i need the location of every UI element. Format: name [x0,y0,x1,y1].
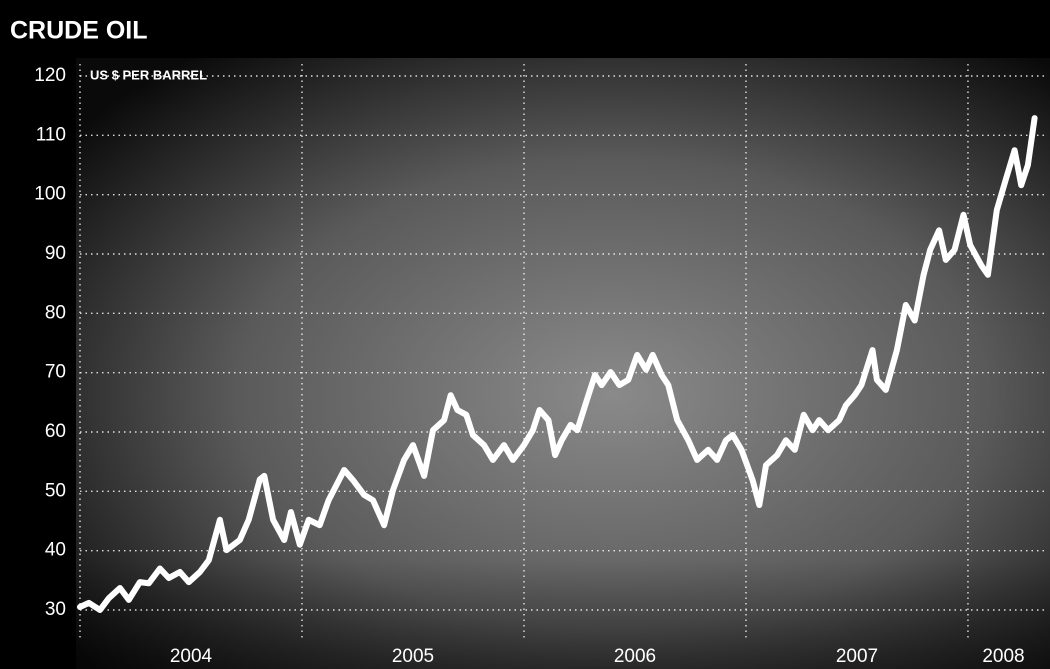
chart-title: CRUDE OIL [10,17,148,45]
x-tick-label: 2007 [836,646,878,667]
x-tick-label: 2004 [170,646,213,667]
x-tick-label: 2005 [392,646,434,667]
y-tick-label: 80 [45,302,66,323]
y-tick-label: 40 [45,540,66,561]
y-axis-label: US $ PER BARREL [90,67,207,82]
y-tick-label: 60 [45,421,66,442]
y-tick-label: 30 [45,599,66,620]
y-tick-label: 100 [34,184,66,205]
x-tick-label: 2008 [982,646,1024,667]
y-tick-label: 50 [45,480,66,501]
y-tick-label: 110 [36,124,66,145]
photo-ground [76,560,1050,669]
plot [77,115,1038,613]
y-tick-label: 90 [45,243,66,264]
x-tick-label: 2006 [614,646,656,667]
price-line [77,115,1038,613]
y-tick-label: 70 [45,362,66,383]
y-tick-label: 120 [34,65,66,86]
